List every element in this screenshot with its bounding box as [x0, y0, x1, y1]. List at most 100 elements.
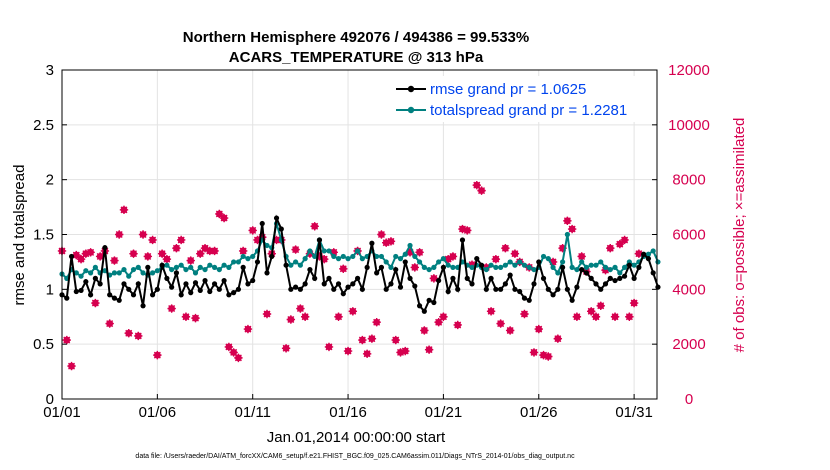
totalspread-point	[655, 259, 661, 265]
totalspread-point	[555, 270, 561, 276]
rmse-point	[564, 286, 570, 292]
rmse-point	[288, 286, 294, 292]
totalspread-point	[135, 264, 141, 270]
totalspread-point	[612, 264, 618, 270]
rmse-point	[211, 281, 218, 287]
rmse-point	[412, 283, 418, 289]
rmse-point	[607, 275, 613, 281]
rmse-point	[64, 295, 70, 301]
rmse-point	[321, 281, 327, 287]
obs-point	[544, 352, 553, 361]
rmse-point	[521, 295, 528, 301]
rmse-point	[293, 284, 299, 290]
x-tick-label: 01/11	[234, 404, 270, 421]
totalspread-point	[574, 266, 580, 273]
rmse-point	[517, 288, 523, 295]
obs-point	[634, 249, 644, 258]
rmse-point	[164, 275, 170, 281]
obs-point	[334, 312, 343, 321]
obs-point	[205, 246, 214, 256]
obs-point	[377, 230, 386, 239]
totalspread-point	[345, 256, 351, 262]
right-tick-label: 0	[685, 391, 693, 408]
rmse-point	[602, 281, 609, 287]
totalspread-point	[564, 231, 570, 238]
legend: rmse grand pr = 1.0625 totalspread grand…	[390, 76, 645, 122]
rmse-point	[579, 266, 585, 273]
totalspread-point	[450, 264, 456, 270]
x-tick-label: 01/06	[139, 404, 177, 421]
rmse-point	[388, 281, 394, 287]
totalspread-point	[340, 253, 346, 260]
rmse-point	[235, 286, 242, 292]
obs-point	[238, 246, 248, 256]
rmse-point	[278, 226, 284, 232]
rmse-point	[483, 286, 489, 292]
obs-point	[472, 180, 481, 190]
totalspread-point	[88, 270, 94, 276]
totalspread-point	[526, 264, 532, 270]
totalspread-point	[216, 266, 222, 273]
obs-point	[491, 254, 501, 264]
totalspread-point	[354, 248, 361, 254]
totalspread-point	[560, 259, 566, 265]
totalspread-point	[130, 266, 137, 273]
rmse-point	[140, 303, 146, 309]
rmse-point	[378, 264, 385, 270]
totalspread-point	[264, 242, 270, 249]
totalspread-point	[140, 270, 146, 276]
obs-point	[510, 249, 520, 258]
right-tick-label: 12000	[668, 62, 710, 79]
rmse-point	[469, 281, 475, 287]
rmse-point	[445, 288, 451, 295]
obs-point	[563, 216, 572, 225]
obs-point	[76, 254, 86, 264]
totalspread-point	[312, 253, 318, 260]
rmse-point	[383, 286, 389, 292]
totalspread-point	[402, 251, 408, 257]
totalspread-point	[469, 264, 475, 270]
totalspread-point	[583, 264, 590, 270]
obs-point	[434, 318, 443, 327]
rmse-point	[402, 259, 408, 265]
chart-title-line1: Northern Hemisphere 492076 / 494386 = 99…	[183, 29, 529, 46]
totalspread-point	[531, 266, 537, 273]
obs-point	[587, 307, 596, 316]
totalspread-point	[111, 270, 118, 276]
rmse-point	[598, 286, 604, 292]
obs-point	[224, 342, 234, 352]
rmse-point	[259, 220, 265, 227]
left-tick-label: 0	[46, 391, 54, 408]
rmse-point	[159, 262, 165, 268]
totalspread-point	[245, 256, 251, 262]
obs-point	[610, 312, 620, 321]
obs-point	[286, 315, 296, 324]
totalspread-point	[588, 262, 594, 268]
rmse-point	[421, 308, 427, 314]
totalspread-point	[221, 262, 227, 268]
obs-point	[148, 235, 157, 245]
obs-point	[234, 353, 243, 363]
obs-point	[229, 348, 238, 357]
totalspread-point	[188, 264, 194, 270]
rmse-point	[149, 292, 156, 298]
rmse-point	[436, 277, 442, 284]
obs-point	[429, 274, 439, 283]
rmse-point	[283, 262, 289, 268]
rmse-point	[536, 259, 542, 265]
totalspread-point	[483, 266, 489, 273]
obs-point	[134, 331, 143, 341]
rmse-point	[416, 303, 423, 309]
totalspread-point	[645, 251, 652, 257]
rmse-point	[493, 286, 499, 292]
rmse-point	[68, 253, 75, 260]
rmse-point	[621, 273, 628, 279]
obs-point	[153, 350, 162, 360]
rmse-point	[145, 264, 151, 270]
obs-point	[362, 349, 372, 358]
right-axis: 0 2000 4000 6000 8000 10000 12000	[652, 62, 710, 408]
totalspread-point	[431, 264, 437, 270]
totalspread-point	[293, 259, 299, 265]
rmse-point	[188, 290, 194, 296]
left-tick-label: 1.5	[33, 227, 54, 244]
